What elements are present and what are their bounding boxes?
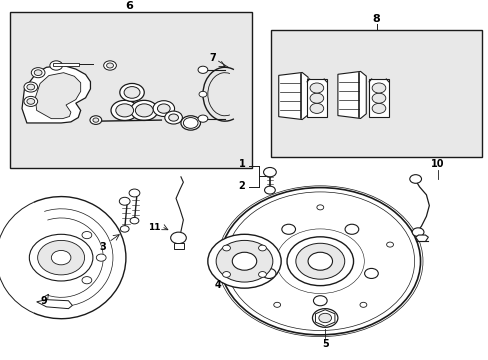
Circle shape [309, 103, 323, 113]
Circle shape [24, 96, 38, 107]
Circle shape [411, 228, 423, 237]
Circle shape [371, 103, 385, 113]
Circle shape [34, 70, 42, 76]
Circle shape [263, 167, 276, 177]
Circle shape [38, 240, 84, 275]
Text: 7: 7 [209, 53, 216, 63]
Circle shape [153, 101, 174, 117]
Text: 1: 1 [238, 159, 245, 169]
Circle shape [198, 66, 207, 73]
Polygon shape [306, 79, 326, 117]
Polygon shape [37, 300, 72, 309]
Circle shape [116, 104, 133, 117]
Circle shape [183, 118, 198, 129]
Circle shape [232, 252, 256, 270]
Circle shape [124, 87, 140, 98]
Circle shape [386, 242, 393, 247]
Circle shape [217, 186, 422, 337]
Circle shape [24, 82, 38, 92]
Circle shape [312, 309, 337, 327]
Polygon shape [415, 235, 427, 242]
Text: 6: 6 [125, 1, 133, 11]
Text: 8: 8 [372, 14, 380, 24]
Circle shape [316, 205, 323, 210]
Circle shape [82, 231, 92, 239]
Circle shape [264, 186, 275, 194]
Circle shape [309, 93, 323, 103]
Circle shape [295, 243, 344, 279]
Circle shape [246, 242, 253, 247]
Circle shape [27, 99, 35, 104]
Circle shape [31, 68, 45, 78]
Circle shape [90, 116, 102, 125]
Circle shape [50, 61, 62, 70]
Circle shape [258, 271, 266, 277]
Circle shape [164, 111, 182, 124]
Polygon shape [337, 71, 366, 118]
Circle shape [181, 116, 200, 130]
Circle shape [309, 83, 323, 93]
Circle shape [371, 83, 385, 93]
Circle shape [103, 61, 116, 70]
Bar [173, 243, 184, 249]
Circle shape [359, 302, 366, 307]
Circle shape [225, 192, 414, 330]
Circle shape [281, 224, 295, 234]
Circle shape [258, 245, 266, 251]
Polygon shape [368, 79, 388, 117]
Circle shape [27, 84, 35, 90]
Circle shape [371, 93, 385, 103]
Circle shape [313, 296, 326, 306]
Circle shape [168, 114, 178, 121]
Bar [53, 63, 79, 66]
Circle shape [345, 224, 358, 234]
Circle shape [93, 118, 99, 122]
Circle shape [130, 217, 139, 224]
Circle shape [170, 232, 186, 244]
Circle shape [120, 226, 129, 232]
Circle shape [273, 302, 280, 307]
Polygon shape [315, 310, 334, 326]
Circle shape [119, 197, 130, 205]
Text: 9: 9 [41, 296, 47, 306]
Circle shape [307, 252, 332, 270]
Circle shape [120, 84, 144, 102]
Circle shape [129, 189, 140, 197]
Circle shape [207, 234, 281, 288]
Circle shape [222, 271, 230, 277]
Circle shape [198, 115, 207, 122]
Circle shape [111, 100, 138, 121]
Circle shape [157, 104, 170, 113]
Text: 11: 11 [147, 222, 160, 231]
Circle shape [216, 240, 272, 282]
Circle shape [106, 63, 113, 68]
Text: 5: 5 [321, 339, 328, 349]
Text: 4: 4 [214, 280, 221, 289]
Bar [10, 12, 251, 168]
Circle shape [82, 276, 92, 284]
Text: 10: 10 [430, 159, 444, 169]
Circle shape [286, 237, 353, 285]
Circle shape [222, 245, 230, 251]
Circle shape [220, 188, 420, 335]
Circle shape [130, 100, 158, 121]
Circle shape [96, 254, 106, 261]
Circle shape [318, 313, 331, 323]
Text: 2: 2 [238, 181, 245, 191]
Circle shape [409, 175, 421, 183]
Circle shape [364, 269, 378, 279]
Polygon shape [35, 73, 81, 119]
Circle shape [262, 269, 275, 279]
Polygon shape [22, 66, 90, 123]
Circle shape [135, 104, 153, 117]
Polygon shape [278, 72, 307, 120]
Circle shape [199, 91, 206, 97]
Circle shape [51, 251, 71, 265]
Circle shape [29, 234, 93, 281]
Bar [271, 30, 481, 157]
Text: 3: 3 [99, 242, 106, 252]
